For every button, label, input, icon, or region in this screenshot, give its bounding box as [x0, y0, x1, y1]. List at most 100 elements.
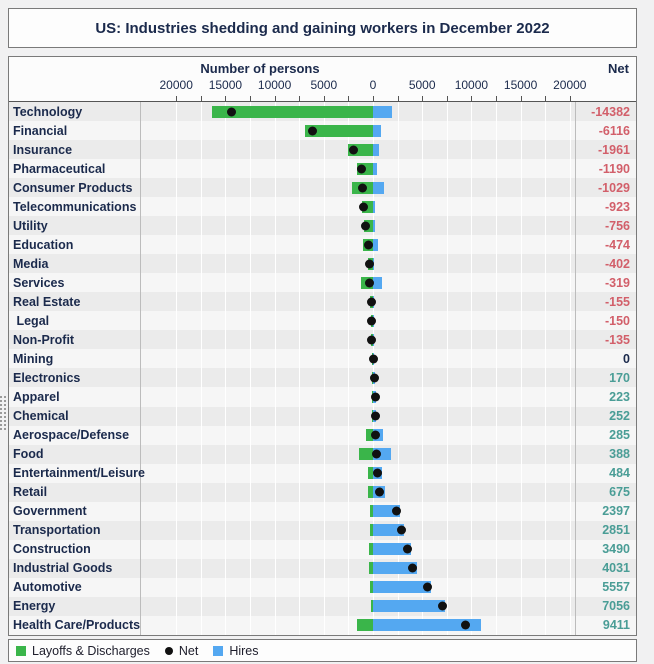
hires-bar [373, 124, 382, 137]
industry-row: Electronics 170 [9, 368, 636, 388]
net-dot [372, 449, 382, 459]
net-dot [365, 278, 375, 288]
industry-label: Consumer Products [13, 180, 133, 195]
net-dot [366, 297, 376, 307]
industry-label: Legal [13, 313, 50, 328]
x-axis-tick-mark [299, 96, 301, 101]
x-axis-tick-label: 20000 [553, 78, 587, 92]
hires-bar [373, 581, 431, 594]
net-dot [392, 506, 402, 516]
industry-label: Technology [13, 104, 83, 119]
industry-row: Construction 3490 [9, 539, 636, 559]
industry-row: Industrial Goods 4031 [9, 558, 636, 578]
net-value: 3490 [602, 542, 630, 557]
net-value: -1961 [598, 142, 630, 157]
industry-label: Non-Profit [13, 332, 75, 347]
industry-label: Mining [13, 351, 54, 366]
industry-label: Transportation [13, 523, 101, 538]
legend-item-net: Net [164, 643, 199, 658]
hires-bar [373, 143, 379, 156]
hires-bar [373, 543, 412, 556]
net-value: 5557 [602, 580, 630, 595]
x-axis-tick-label: 10000 [454, 78, 489, 92]
industry-row: Media -402 [9, 254, 636, 274]
layoffs-bar [370, 600, 373, 613]
layoffs-bar [368, 486, 373, 499]
industry-row: Entertainment/Leisure 484 [9, 463, 636, 483]
industry-label: Telecommunications [13, 199, 137, 214]
x-axis-tick-label: 5000 [408, 78, 436, 92]
net-dot [461, 620, 471, 630]
x-axis-tick-label: 10000 [257, 78, 292, 92]
hires-bar [373, 200, 376, 213]
industry-row: Services -319 [9, 273, 636, 293]
industry-row: Financial -6116 [9, 121, 636, 141]
x-axis-tick-label: 15000 [208, 78, 243, 92]
hires-bar [373, 162, 378, 175]
x-axis-tick-mark [397, 96, 399, 101]
industry-row: Consumer Products -1029 [9, 178, 636, 198]
splitter-handle[interactable] [0, 396, 6, 430]
net-dot [361, 221, 371, 231]
industry-row: Legal -150 [9, 311, 636, 331]
net-dot [408, 563, 418, 573]
industry-row: Government 2397 [9, 501, 636, 521]
legend-item-hires: Hires [213, 644, 259, 658]
net-dot [308, 126, 318, 136]
hires-bar [373, 181, 385, 194]
net-dot [359, 202, 369, 212]
layoffs-bar [369, 505, 373, 518]
hires-bar [373, 600, 445, 613]
x-axis-title: Number of persons [200, 61, 320, 76]
hires-bar [373, 619, 482, 632]
net-dot [367, 316, 377, 326]
legend: Layoffs & Discharges Net Hires [8, 639, 637, 662]
net-dot [373, 468, 383, 478]
net-dot [368, 354, 378, 364]
chart-title: US: Industries shedding and gaining work… [95, 19, 550, 37]
layoffs-bar [368, 467, 373, 480]
x-axis-tick-label: 0 [369, 78, 377, 92]
hires-bar [373, 562, 417, 575]
x-axis-tick-mark [496, 96, 497, 101]
industry-row: Non-Profit -135 [9, 330, 636, 350]
layoffs-bar [357, 619, 373, 632]
net-dot [423, 582, 433, 592]
layoffs-bar [370, 524, 373, 537]
hires-bar [373, 276, 382, 289]
industry-label: Services [13, 275, 65, 290]
industry-row: Technology -14382 [9, 102, 636, 122]
industry-row: Aerospace/Defense 285 [9, 425, 636, 445]
hires-bar [373, 238, 379, 251]
net-value: 285 [609, 428, 630, 443]
industry-label: Aerospace/Defense [13, 428, 130, 443]
net-value: 2397 [602, 504, 630, 519]
industry-label: Electronics [13, 370, 81, 385]
net-value: -6116 [598, 123, 630, 138]
industry-label: Chemical [13, 409, 69, 424]
net-value: -756 [604, 218, 630, 233]
x-axis-tick-mark [250, 96, 251, 101]
industry-row: Energy 7056 [9, 596, 636, 616]
net-dot [367, 335, 377, 345]
net-dot [349, 145, 359, 155]
industry-label: Retail [13, 485, 48, 500]
net-dot [370, 373, 380, 383]
industry-label: Real Estate [13, 294, 81, 309]
x-axis-tick-mark [176, 96, 178, 101]
legend-label-net: Net [178, 643, 199, 658]
layoffs-bar [304, 124, 373, 137]
industry-row: Real Estate -155 [9, 292, 636, 312]
x-axis-tick-mark [323, 96, 325, 101]
net-value: -923 [604, 199, 630, 214]
industry-label: Entertainment/Leisure [13, 466, 145, 481]
net-dot [437, 601, 447, 611]
x-axis-tick-mark [200, 96, 202, 101]
net-value: 223 [609, 389, 630, 404]
x-axis-line [9, 101, 636, 102]
x-axis-tick-mark [446, 96, 448, 101]
net-dot [396, 525, 406, 535]
industry-label: Insurance [13, 142, 73, 157]
x-axis-tick-mark [348, 96, 350, 101]
net-value: -135 [604, 332, 630, 347]
